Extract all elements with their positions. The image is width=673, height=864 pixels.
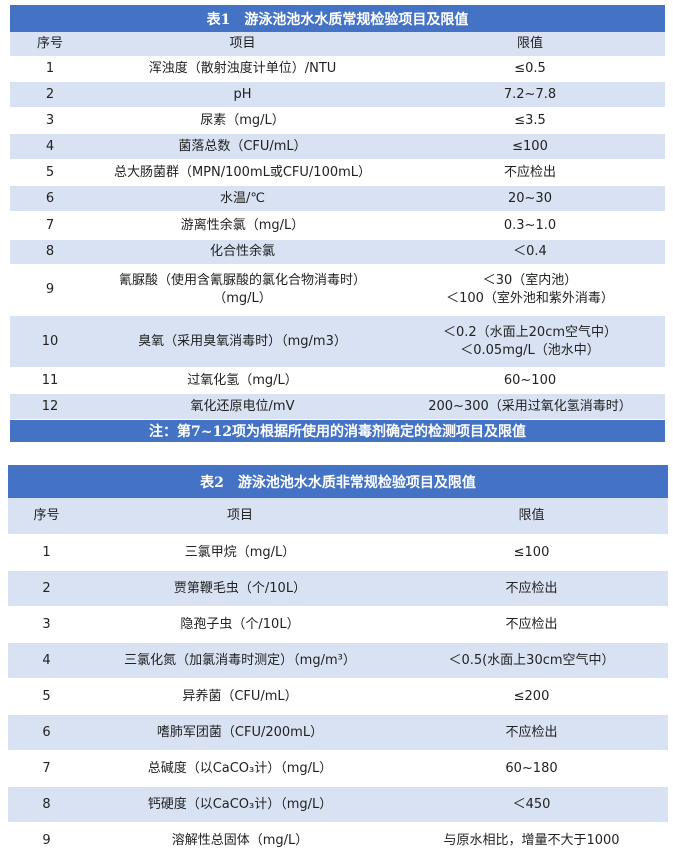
table-cell: 11 <box>10 368 90 394</box>
header-cell: 项目 <box>90 32 395 57</box>
table-cell: 1 <box>10 57 90 82</box>
table-cell: 9 <box>8 823 85 859</box>
table-cell: ≤200 <box>395 679 668 715</box>
table-cell: 异养菌（CFU/mL） <box>85 679 395 715</box>
table-cell: ＜0.5(水面上30cm空气中） <box>395 643 668 679</box>
table-cell: 与原水相比，增量不大于1000 <box>395 823 668 859</box>
header-cell: 序号 <box>8 498 85 535</box>
table-cell: 0.3~1.0 <box>395 212 665 240</box>
table-cell: 三氯化氮（加氯消毒时测定）（mg/m³） <box>85 643 395 679</box>
table-cell: 菌落总数（CFU/mL） <box>90 134 395 160</box>
table-cell: 氰脲酸（使用含氰脲酸的氯化合物消毒时） （mg/L） <box>90 265 395 316</box>
table-cell: 浑浊度（散射浊度计单位）/NTU <box>90 57 395 82</box>
table-cell: 过氧化氢（mg/L） <box>90 368 395 394</box>
table-cell: 6 <box>8 715 85 751</box>
table-cell: 10 <box>10 316 90 368</box>
table-cell: 4 <box>10 134 90 160</box>
table-cell: 总碱度（以CaCO₃计）（mg/L） <box>85 751 395 787</box>
table-cell: 6 <box>10 186 90 212</box>
table-cell: 隐孢子虫（个/10L） <box>85 607 395 643</box>
table-cell: ≤100 <box>395 535 668 571</box>
table-cell: 嗜肺军团菌（CFU/200mL） <box>85 715 395 751</box>
table-cell: 1 <box>8 535 85 571</box>
table-cell: 8 <box>8 787 85 823</box>
table-cell: ≤3.5 <box>395 108 665 134</box>
table-note: 注：第7~12项为根据所使用的消毒剂确定的检测项目及限值 <box>10 420 665 442</box>
table-cell: 不应检出 <box>395 160 665 186</box>
table-cell: 溶解性总固体（mg/L） <box>85 823 395 859</box>
table-cell: 12 <box>10 394 90 420</box>
table-title: 表2 游泳池池水水质非常规检验项目及限值 <box>8 465 668 498</box>
table-cell: 贾第鞭毛虫（个/10L） <box>85 571 395 607</box>
header-cell: 项目 <box>85 498 395 535</box>
table-cell: 水温/℃ <box>90 186 395 212</box>
header-cell: 限值 <box>395 32 665 57</box>
table-cell: pH <box>90 82 395 108</box>
table-cell: 3 <box>10 108 90 134</box>
table-cell: 5 <box>8 679 85 715</box>
table-cell: 钙硬度（以CaCO₃计）（mg/L） <box>85 787 395 823</box>
table-cell: ≤100 <box>395 134 665 160</box>
table-cell: 4 <box>8 643 85 679</box>
table-cell: 氧化还原电位/mV <box>90 394 395 420</box>
table-cell: 60~100 <box>395 368 665 394</box>
table-cell: 游离性余氯（mg/L） <box>90 212 395 240</box>
table-cell: 2 <box>10 82 90 108</box>
table-cell: 2 <box>8 571 85 607</box>
table-cell: ＜0.4 <box>395 240 665 265</box>
table-cell: 60~180 <box>395 751 668 787</box>
table-cell: 不应检出 <box>395 715 668 751</box>
table-cell: 不应检出 <box>395 607 668 643</box>
table-cell: 尿素（mg/L） <box>90 108 395 134</box>
table-cell: 20~30 <box>395 186 665 212</box>
table-cell: ＜450 <box>395 787 668 823</box>
table-cell: ＜0.2（水面上20cm空气中） ＜0.05mg/L（池水中） <box>395 316 665 368</box>
header-cell: 限值 <box>395 498 668 535</box>
table-cell: 臭氧（采用臭氧消毒时）（mg/m3） <box>90 316 395 368</box>
table-cell: 总大肠菌群（MPN/100mL或CFU/100mL） <box>90 160 395 186</box>
table-cell: 9 <box>10 265 90 316</box>
table-cell: 三氯甲烷（mg/L） <box>85 535 395 571</box>
table-cell: ＜30（室内池） ＜100（室外池和紫外消毒） <box>395 265 665 316</box>
header-cell: 序号 <box>10 32 90 57</box>
table-cell: 7.2~7.8 <box>395 82 665 108</box>
table-title: 表1 游泳池池水水质常规检验项目及限值 <box>10 5 665 32</box>
table-cell: 200~300（采用过氧化氢消毒时） <box>395 394 665 420</box>
table-cell: 7 <box>8 751 85 787</box>
table-cell: 8 <box>10 240 90 265</box>
table-cell: 7 <box>10 212 90 240</box>
table-cell: ≤0.5 <box>395 57 665 82</box>
table-cell: 5 <box>10 160 90 186</box>
table-cell: 3 <box>8 607 85 643</box>
table-cell: 不应检出 <box>395 571 668 607</box>
table-cell: 化合性余氯 <box>90 240 395 265</box>
